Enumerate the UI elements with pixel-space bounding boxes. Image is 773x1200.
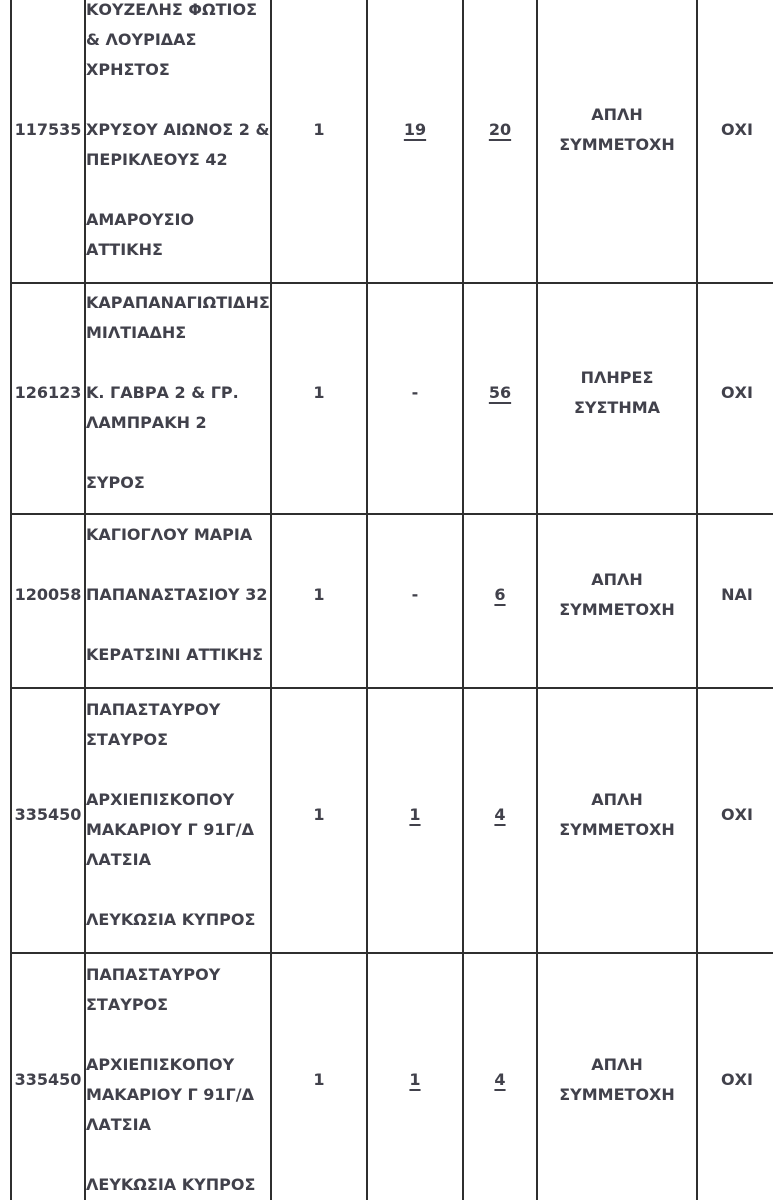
value1-link[interactable]: 1	[409, 1069, 421, 1089]
participants-table: 117535 ΚΟΥΖΕΛΗΣ ΦΩΤΙΟΣ & ΛΟΥΡΙΔΑΣ ΧΡΗΣΤΟ…	[10, 0, 773, 1200]
quantity-cell: 1	[270, 952, 368, 1200]
name-address-cell: ΚΟΥΖΕΛΗΣ ΦΩΤΙΟΣ & ΛΟΥΡΙΔΑΣ ΧΡΗΣΤΟΣ ΧΡΥΣΟ…	[84, 0, 272, 284]
answer-cell: ΟΧΙ	[696, 952, 773, 1200]
value1-cell: 1	[366, 687, 464, 954]
value1-dash: -	[411, 382, 419, 402]
value1-cell: -	[366, 282, 464, 515]
code-cell: 126123	[10, 282, 86, 515]
participation-cell: ΑΠΛΗ ΣΥΜΜΕΤΟΧΗ	[536, 952, 698, 1200]
answer-cell: ΟΧΙ	[696, 687, 773, 954]
value1-cell: -	[366, 513, 464, 689]
table-row: 117535 ΚΟΥΖΕΛΗΣ ΦΩΤΙΟΣ & ΛΟΥΡΙΔΑΣ ΧΡΗΣΤΟ…	[10, 0, 773, 284]
name-address-cell: ΚΑΡΑΠΑΝΑΓΙΩΤΙΔΗΣ ΜΙΛΤΙΑΔΗΣ Κ. ΓΑΒΡΑ 2 & …	[84, 282, 272, 515]
quantity-cell: 1	[270, 513, 368, 689]
participation-cell: ΠΛΗΡΕΣ ΣΥΣΤΗΜΑ	[536, 282, 698, 515]
value1-cell: 19	[366, 0, 464, 284]
table-row: 335450 ΠΑΠΑΣΤΑΥΡΟΥ ΣΤΑΥΡΟΣ ΑΡΧΙΕΠΙΣΚΟΠΟΥ…	[10, 952, 773, 1200]
participation-cell: ΑΠΛΗ ΣΥΜΜΕΤΟΧΗ	[536, 687, 698, 954]
value2-link[interactable]: 56	[488, 382, 512, 402]
code-cell: 335450	[10, 687, 86, 954]
value2-cell: 4	[462, 952, 538, 1200]
value2-cell: 56	[462, 282, 538, 515]
value2-cell: 20	[462, 0, 538, 284]
value2-cell: 4	[462, 687, 538, 954]
answer-cell: ΝΑΙ	[696, 513, 773, 689]
code-cell: 120058	[10, 513, 86, 689]
participation-cell: ΑΠΛΗ ΣΥΜΜΕΤΟΧΗ	[536, 513, 698, 689]
code-cell: 117535	[10, 0, 86, 284]
name-address-cell: ΠΑΠΑΣΤΑΥΡΟΥ ΣΤΑΥΡΟΣ ΑΡΧΙΕΠΙΣΚΟΠΟΥ ΜΑΚΑΡΙ…	[84, 687, 272, 954]
value2-cell: 6	[462, 513, 538, 689]
quantity-cell: 1	[270, 282, 368, 515]
value2-link[interactable]: 20	[488, 119, 512, 139]
name-address-cell: ΚΑΓΙΟΓΛΟΥ ΜΑΡΙΑ ΠΑΠΑΝΑΣΤΑΣΙΟΥ 32 ΚΕΡΑΤΣΙ…	[84, 513, 272, 689]
quantity-cell: 1	[270, 0, 368, 284]
participation-cell: ΑΠΛΗ ΣΥΜΜΕΤΟΧΗ	[536, 0, 698, 284]
value1-cell: 1	[366, 952, 464, 1200]
name-address-cell: ΠΑΠΑΣΤΑΥΡΟΥ ΣΤΑΥΡΟΣ ΑΡΧΙΕΠΙΣΚΟΠΟΥ ΜΑΚΑΡΙ…	[84, 952, 272, 1200]
code-cell: 335450	[10, 952, 86, 1200]
table-row: 335450 ΠΑΠΑΣΤΑΥΡΟΥ ΣΤΑΥΡΟΣ ΑΡΧΙΕΠΙΣΚΟΠΟΥ…	[10, 687, 773, 954]
value1-link[interactable]: 19	[403, 119, 427, 139]
answer-cell: ΟΧΙ	[696, 0, 773, 284]
table-row: 126123 ΚΑΡΑΠΑΝΑΓΙΩΤΙΔΗΣ ΜΙΛΤΙΑΔΗΣ Κ. ΓΑΒ…	[10, 282, 773, 515]
value1-link[interactable]: 1	[409, 804, 421, 824]
value1-dash: -	[411, 585, 419, 604]
quantity-cell: 1	[270, 687, 368, 954]
value2-link[interactable]: 6	[494, 585, 506, 604]
table-row: 120058 ΚΑΓΙΟΓΛΟΥ ΜΑΡΙΑ ΠΑΠΑΝΑΣΤΑΣΙΟΥ 32 …	[10, 513, 773, 689]
value2-link[interactable]: 4	[494, 804, 506, 824]
value2-link[interactable]: 4	[494, 1069, 506, 1089]
answer-cell: ΟΧΙ	[696, 282, 773, 515]
